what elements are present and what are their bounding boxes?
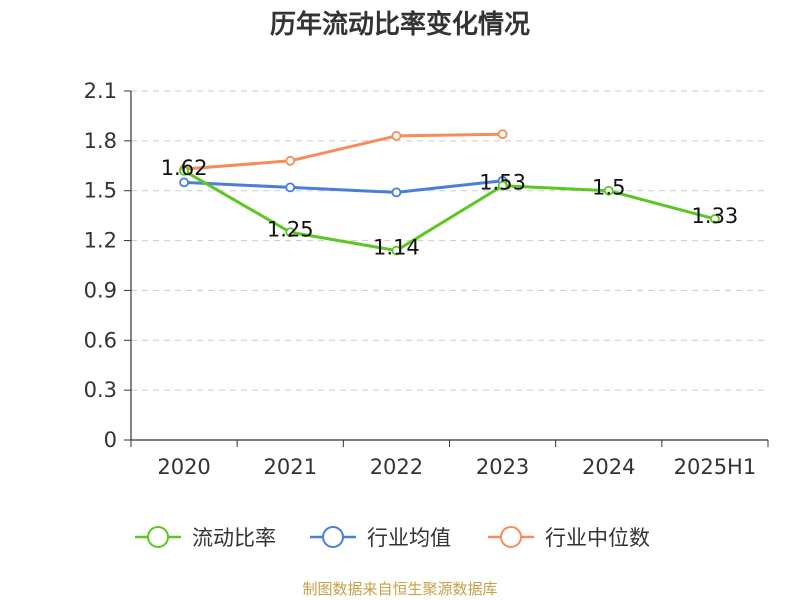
x-tick-label: 2025H1 xyxy=(674,455,757,479)
legend-item-0[interactable]: 流动比率 xyxy=(135,526,276,550)
x-tick-label: 2020 xyxy=(157,455,210,479)
x-tick-label: 2022 xyxy=(370,455,423,479)
data-point[interactable] xyxy=(603,185,614,196)
y-tick-label: 0.9 xyxy=(84,278,117,302)
source-note: 制图数据来自恒生聚源数据库 xyxy=(302,580,497,598)
y-tick-label: 1.5 xyxy=(84,179,117,203)
legend[interactable]: 流动比率 行业均值 行业中位数 xyxy=(135,526,650,550)
data-label: 1.25 xyxy=(267,217,314,241)
legend-marker xyxy=(147,526,169,548)
data-label: 1.53 xyxy=(479,171,526,195)
x-tick-label: 2024 xyxy=(582,455,635,479)
grid xyxy=(131,90,768,391)
y-tick-label: 1.2 xyxy=(84,229,117,253)
data-point[interactable] xyxy=(497,129,508,140)
data-point[interactable] xyxy=(710,214,720,224)
data-point[interactable] xyxy=(179,177,189,188)
legend-marker xyxy=(322,526,344,548)
series-line xyxy=(184,179,503,194)
legend-item-2[interactable]: 行业中位数 xyxy=(488,526,650,550)
data-point[interactable] xyxy=(285,155,296,166)
data-point[interactable] xyxy=(179,165,189,176)
x-tick-label: 2023 xyxy=(476,455,529,479)
data-point[interactable] xyxy=(285,227,296,238)
legend-marker xyxy=(500,526,522,548)
series-line xyxy=(183,132,503,171)
legend-label: 行业均值 xyxy=(367,526,451,550)
y-tick-label: 0 xyxy=(104,428,117,452)
data-label: 1.33 xyxy=(692,204,739,228)
y-tick-label: 0.3 xyxy=(84,378,117,402)
legend-label: 行业中位数 xyxy=(545,526,650,550)
series-0 xyxy=(179,165,720,256)
x-tick-label: 2021 xyxy=(264,455,317,479)
series-1 xyxy=(179,175,508,198)
axes: 0 0.3 0.6 0.9 1.2 1.5 1.8 2.1 2020 2021 2022 2023 20… xyxy=(84,79,769,479)
data-label: 1.62 xyxy=(161,156,208,180)
data-point[interactable] xyxy=(391,245,402,256)
y-tick-label: 1.8 xyxy=(84,129,117,153)
data-point[interactable] xyxy=(497,180,508,191)
data-point[interactable] xyxy=(285,182,296,193)
data-label: 1.14 xyxy=(373,236,420,260)
legend-label: 流动比率 xyxy=(192,526,276,550)
series-2 xyxy=(179,129,508,175)
y-tick-label: 0.6 xyxy=(84,328,117,352)
data-point[interactable] xyxy=(391,130,402,141)
y-tick-label: 2.1 xyxy=(84,79,117,103)
data-labels: 1.62 1.25 1.14 1.53 1.5 1.33 xyxy=(161,156,739,260)
series-line xyxy=(183,169,716,253)
legend-item-1[interactable]: 行业均值 xyxy=(310,526,451,550)
chart-title: 历年流动比率变化情况 xyxy=(270,9,530,40)
data-point[interactable] xyxy=(391,187,402,198)
series-group xyxy=(179,129,720,256)
data-label: 1.5 xyxy=(592,176,625,200)
